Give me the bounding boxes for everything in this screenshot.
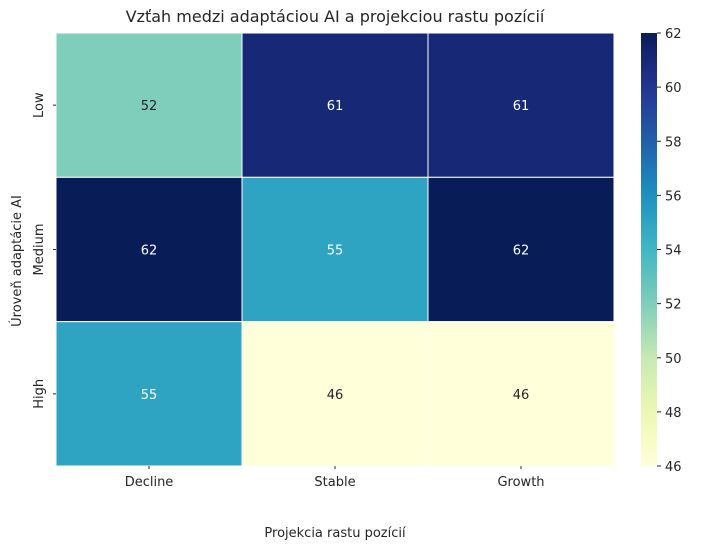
y-axis-label: Úroveň adaptácie AI xyxy=(9,195,25,327)
x-tick-label: Stable xyxy=(314,475,355,490)
cell-value-label: 46 xyxy=(513,388,530,403)
heatmap-cells xyxy=(55,32,615,467)
x-axis-ticks: Decline Stable Growth xyxy=(125,466,545,490)
y-axis-ticks: Low Medium High xyxy=(32,92,56,409)
cell-value-label: 61 xyxy=(513,99,530,114)
colorbar-tick-label: 62 xyxy=(665,27,682,42)
colorbar-tick-label: 48 xyxy=(665,406,682,421)
heatmap-cell xyxy=(55,176,243,323)
heatmap-cell xyxy=(241,321,429,467)
heatmap-cell xyxy=(55,32,243,178)
cell-value-label: 55 xyxy=(141,388,158,403)
colorbar-ticks: 46 48 50 52 54 56 58 60 62 xyxy=(657,27,682,475)
y-tick-label: Medium xyxy=(32,224,47,276)
heatmap-cell xyxy=(241,176,429,323)
cell-value-label: 62 xyxy=(513,244,530,259)
heatmap-cell xyxy=(427,32,615,178)
heatmap-cell xyxy=(241,32,429,178)
cell-value-label: 61 xyxy=(327,99,344,114)
x-tick-label: Growth xyxy=(497,475,544,490)
cell-value-label: 62 xyxy=(141,244,158,259)
chart-title: Vzťah medzi adaptáciou AI a projekciou r… xyxy=(126,7,545,26)
cell-value-label: 52 xyxy=(141,99,158,114)
colorbar-gradient xyxy=(641,33,657,466)
y-tick-label: High xyxy=(32,379,47,409)
colorbar-tick-label: 46 xyxy=(665,460,682,475)
colorbar xyxy=(641,33,657,466)
x-axis-label: Projekcia rastu pozícií xyxy=(264,526,406,541)
heatmap-cell xyxy=(55,321,243,467)
x-tick-label: Decline xyxy=(125,475,174,490)
colorbar-tick-label: 52 xyxy=(665,298,682,313)
y-tick-label: Low xyxy=(32,92,47,118)
cell-annotations: 52 61 61 62 55 62 55 46 46 xyxy=(141,99,530,403)
cell-value-label: 55 xyxy=(327,244,344,259)
colorbar-tick-label: 58 xyxy=(665,135,682,150)
heatmap-cell xyxy=(427,176,615,323)
colorbar-tick-label: 60 xyxy=(665,81,682,96)
colorbar-tick-label: 50 xyxy=(665,352,682,367)
cell-value-label: 46 xyxy=(327,388,344,403)
colorbar-tick-label: 56 xyxy=(665,189,682,204)
colorbar-tick-label: 54 xyxy=(665,244,682,259)
